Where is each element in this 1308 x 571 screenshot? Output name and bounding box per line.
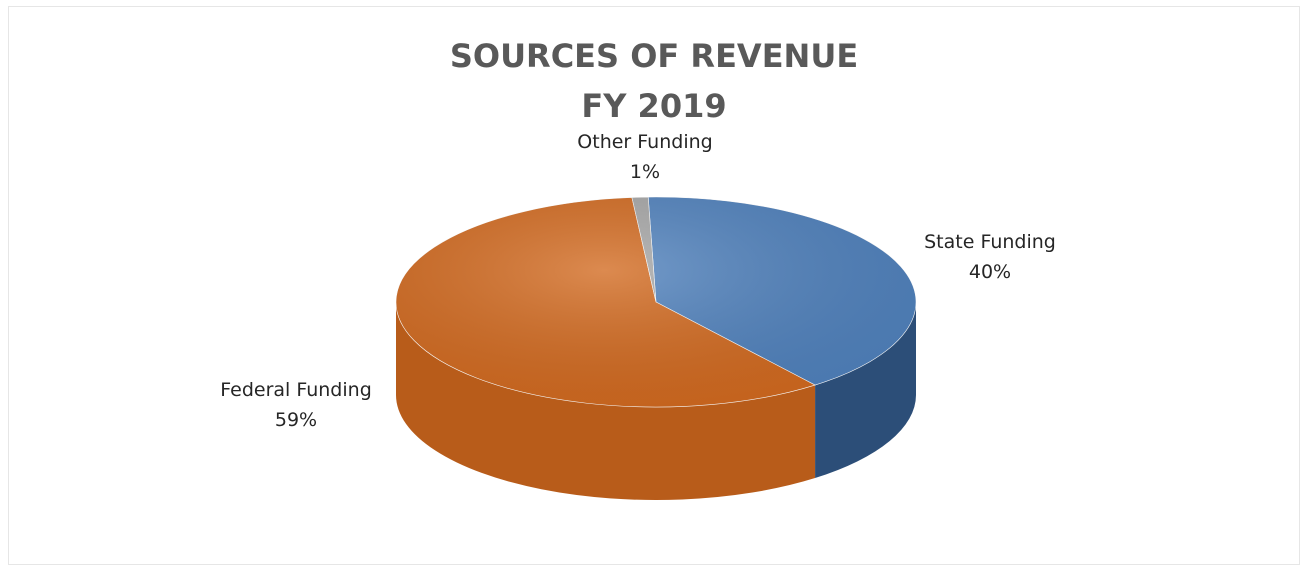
pie-side-federal-funding [396, 302, 816, 500]
slice-label-other-funding: Other Funding [577, 131, 712, 153]
slice-value-federal-funding: 59% [275, 409, 317, 431]
slice-label-federal-funding: Federal Funding [220, 379, 372, 401]
slice-label-state-funding: State Funding [924, 231, 1056, 253]
chart-title: SOURCES OF REVENUE [449, 37, 859, 75]
chart-subtitle: FY 2019 [581, 87, 727, 125]
slice-value-state-funding: 40% [969, 261, 1011, 283]
slice-value-other-funding: 1% [630, 161, 660, 183]
